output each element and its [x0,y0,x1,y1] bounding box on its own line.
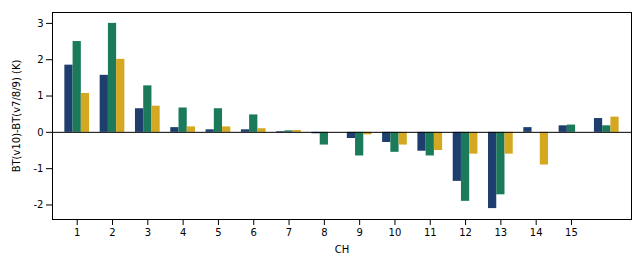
svg-text:-1: -1 [34,163,44,174]
svg-text:6: 6 [251,227,257,238]
svg-text:8: 8 [321,227,327,238]
svg-text:CH: CH [335,244,350,255]
svg-text:4: 4 [180,227,186,238]
svg-text:5: 5 [215,227,221,238]
svg-text:2: 2 [109,227,115,238]
svg-text:14: 14 [530,227,543,238]
svg-text:10: 10 [389,227,402,238]
svg-text:3: 3 [145,227,151,238]
svg-text:11: 11 [424,227,437,238]
svg-text:7: 7 [286,227,292,238]
svg-text:13: 13 [495,227,508,238]
svg-text:15: 15 [565,227,578,238]
svg-text:0: 0 [37,127,43,138]
svg-text:12: 12 [459,227,472,238]
svg-text:-2: -2 [34,199,44,210]
svg-text:BT(v10)-BT(v7/8/9) (K): BT(v10)-BT(v7/8/9) (K) [11,60,22,173]
svg-text:3: 3 [37,18,43,29]
svg-text:9: 9 [356,227,362,238]
svg-text:1: 1 [74,227,80,238]
svg-text:2: 2 [37,54,43,65]
svg-text:1: 1 [37,90,43,101]
